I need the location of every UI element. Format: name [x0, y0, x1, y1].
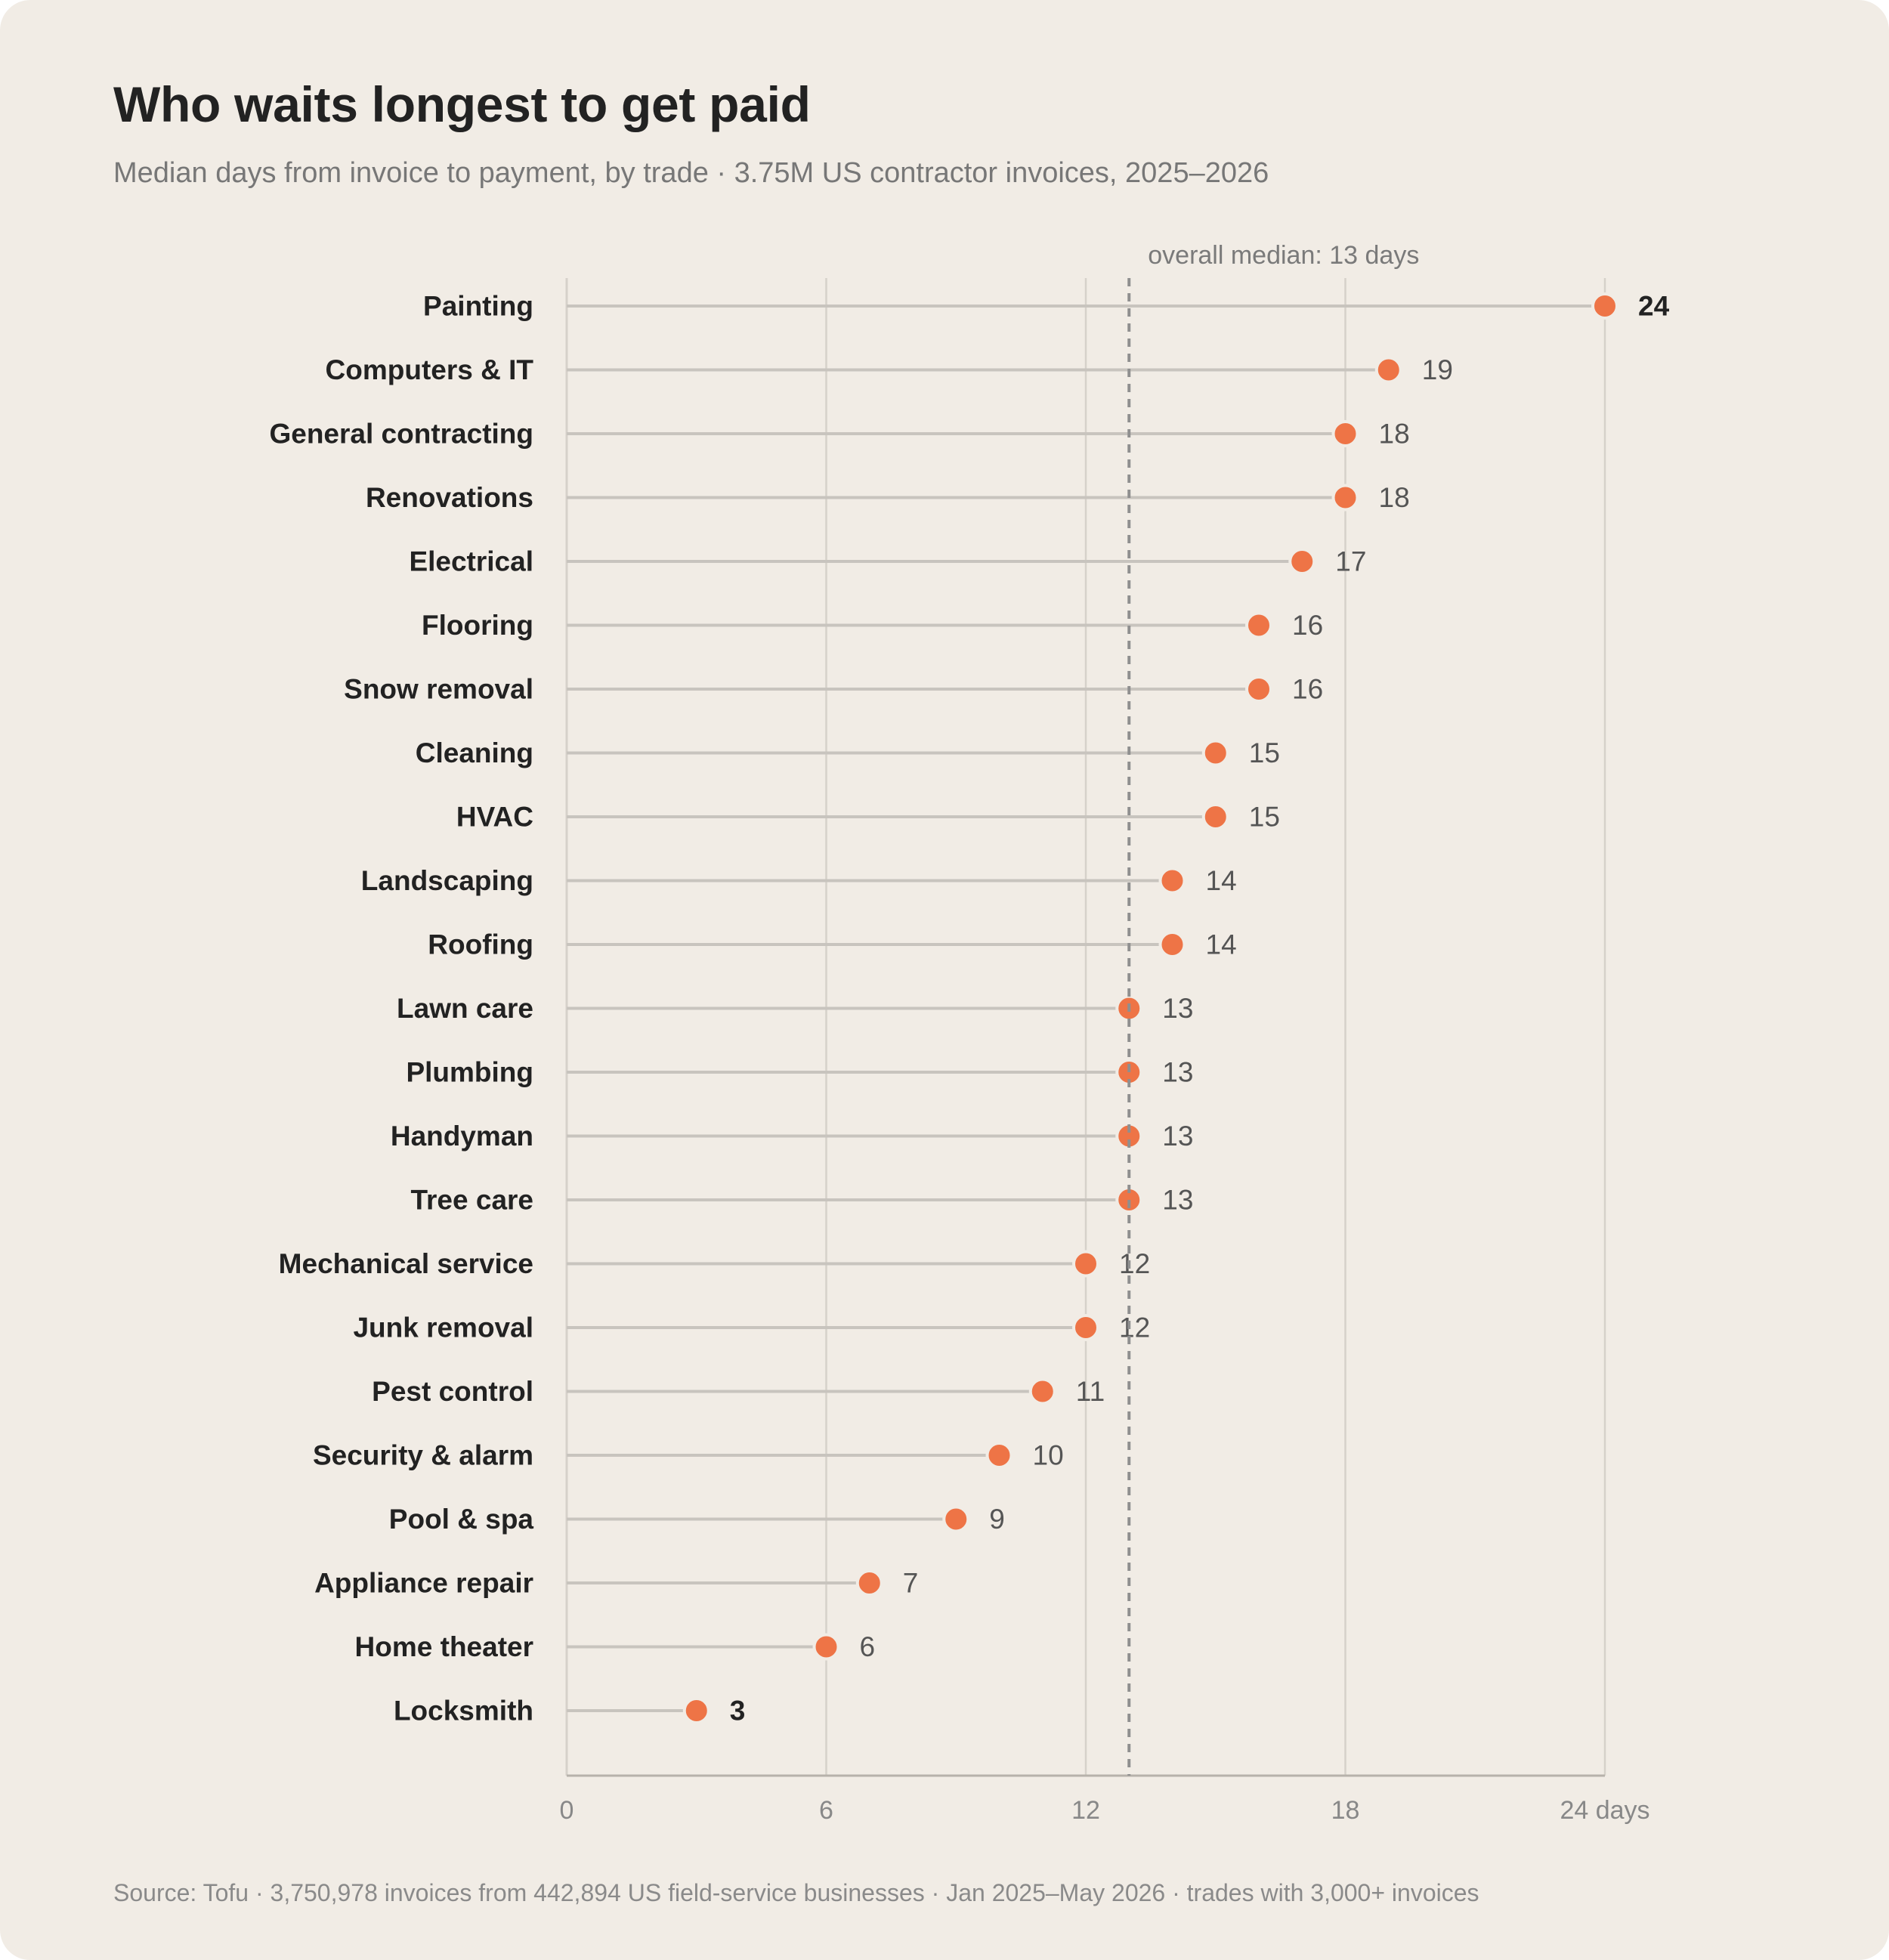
value-label-junk-removal: 12: [1119, 1312, 1150, 1343]
dot-mechanical-service: [1072, 1250, 1099, 1278]
median-reference-label: overall median: 13 days: [1148, 241, 1419, 270]
value-label-roofing: 14: [1206, 929, 1237, 960]
category-label-landscaping: Landscaping: [361, 865, 533, 896]
source-note: Source: Tofu · 3,750,978 invoices from 4…: [113, 1879, 1479, 1906]
category-label-cleaning: Cleaning: [416, 737, 533, 768]
value-label-handyman: 13: [1162, 1121, 1193, 1152]
dot-home-theater: [812, 1633, 840, 1661]
value-label-home-theater: 6: [860, 1631, 876, 1662]
dot-hvac: [1201, 803, 1229, 830]
category-label-roofing: Roofing: [428, 929, 533, 960]
category-label-snow-removal: Snow removal: [344, 674, 533, 705]
category-label-tree-care: Tree care: [410, 1185, 533, 1216]
dot-painting: [1591, 292, 1618, 320]
category-label-plumbing: Plumbing: [406, 1057, 533, 1088]
value-label-plumbing: 13: [1162, 1057, 1193, 1088]
dot-appliance-repair: [855, 1569, 883, 1597]
value-label-tree-care: 13: [1162, 1185, 1193, 1216]
category-label-computers-it: Computers & IT: [326, 354, 534, 385]
value-label-locksmith: 3: [730, 1696, 746, 1727]
value-label-hvac: 15: [1249, 802, 1280, 833]
value-label-flooring: 16: [1292, 610, 1323, 641]
value-label-pest-control: 11: [1076, 1376, 1105, 1407]
category-label-flooring: Flooring: [422, 610, 533, 641]
value-label-appliance-repair: 7: [903, 1568, 919, 1599]
category-label-electrical: Electrical: [409, 546, 533, 577]
dot-computers-it: [1374, 356, 1402, 384]
value-label-painting: 24: [1638, 291, 1670, 322]
category-label-home-theater: Home theater: [355, 1631, 533, 1662]
value-label-cleaning: 15: [1249, 737, 1280, 768]
dot-general-contracting: [1331, 420, 1359, 447]
chart-subtitle: Median days from invoice to payment, by …: [113, 157, 1269, 189]
category-label-hvac: HVAC: [456, 802, 533, 833]
value-label-landscaping: 14: [1206, 865, 1237, 896]
chart-title: Who waits longest to get paid: [113, 76, 811, 132]
dot-junk-removal: [1072, 1314, 1099, 1341]
dot-electrical: [1288, 548, 1316, 575]
value-label-renovations: 18: [1379, 482, 1410, 513]
category-label-lawn-care: Lawn care: [397, 993, 533, 1024]
value-label-lawn-care: 13: [1162, 993, 1193, 1024]
dot-handyman: [1115, 1122, 1143, 1150]
dot-roofing: [1158, 931, 1186, 958]
dot-flooring: [1245, 611, 1272, 639]
category-label-general-contracting: General contracting: [269, 419, 533, 450]
category-label-security-alarm: Security & alarm: [313, 1440, 533, 1471]
category-label-pest-control: Pest control: [372, 1376, 533, 1407]
value-label-computers-it: 19: [1422, 354, 1453, 385]
category-label-handyman: Handyman: [391, 1121, 533, 1152]
dot-renovations: [1331, 484, 1359, 512]
category-label-locksmith: Locksmith: [394, 1696, 533, 1727]
dot-landscaping: [1158, 867, 1186, 895]
value-label-pool-spa: 9: [989, 1504, 1005, 1535]
category-label-mechanical-service: Mechanical service: [279, 1248, 533, 1279]
dot-pool-spa: [942, 1505, 970, 1533]
dot-locksmith: [682, 1697, 710, 1724]
x-tick-label-6: 6: [819, 1796, 833, 1825]
dot-security-alarm: [985, 1442, 1013, 1469]
x-tick-label-18: 18: [1331, 1796, 1360, 1825]
value-label-mechanical-service: 12: [1119, 1248, 1150, 1279]
value-label-snow-removal: 16: [1292, 674, 1323, 705]
x-tick-label-12: 12: [1071, 1796, 1100, 1825]
x-tick-label-24: 24 days: [1560, 1796, 1649, 1825]
x-tick-label-0: 0: [560, 1796, 574, 1825]
dot-snow-removal: [1245, 675, 1272, 703]
dot-pest-control: [1028, 1377, 1056, 1405]
category-label-pool-spa: Pool & spa: [389, 1504, 534, 1535]
category-label-junk-removal: Junk removal: [353, 1312, 533, 1343]
category-label-renovations: Renovations: [366, 482, 533, 513]
value-label-electrical: 17: [1335, 546, 1366, 577]
value-label-general-contracting: 18: [1379, 419, 1410, 450]
category-label-appliance-repair: Appliance repair: [314, 1568, 533, 1599]
value-label-security-alarm: 10: [1033, 1440, 1064, 1471]
dot-cleaning: [1201, 739, 1229, 767]
category-label-painting: Painting: [423, 291, 533, 322]
